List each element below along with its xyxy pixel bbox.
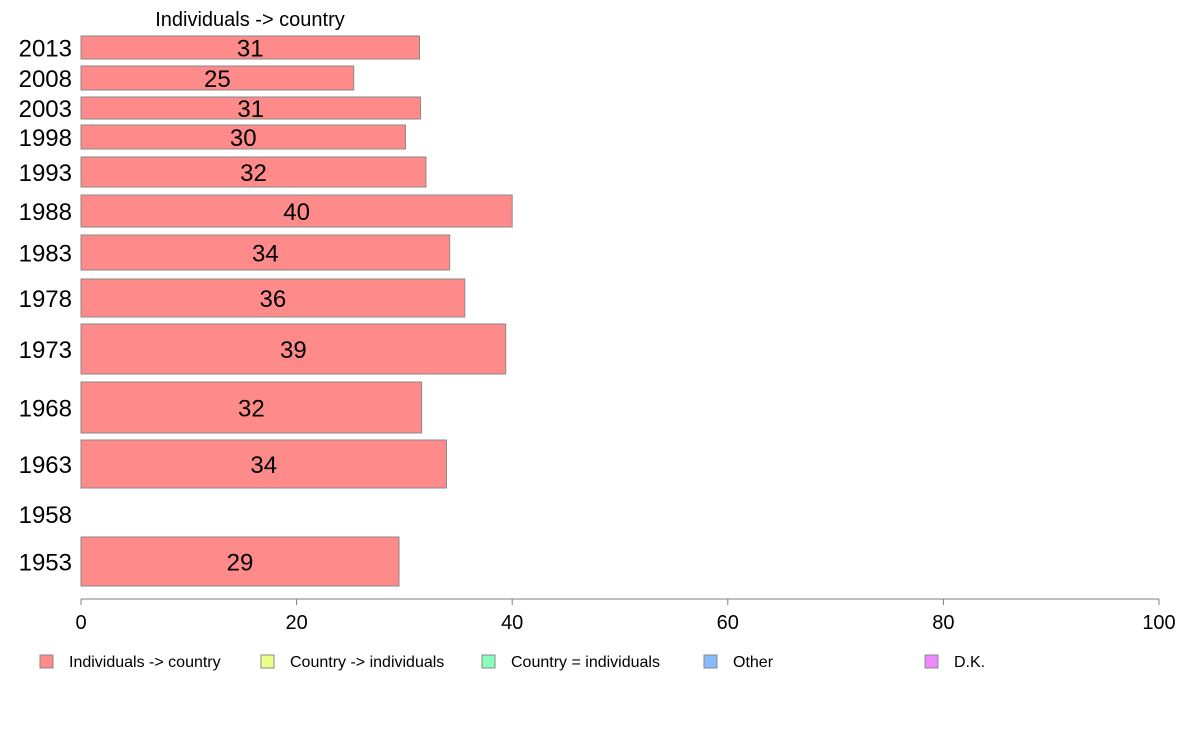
bar-data-label: 30 xyxy=(230,125,257,152)
bar xyxy=(80,381,423,434)
y-tick-label: 1978 xyxy=(19,286,72,313)
y-tick-label: 1953 xyxy=(19,550,72,577)
bar-data-label: 31 xyxy=(237,36,264,63)
legend-swatch xyxy=(703,654,718,669)
bar-data-label: 29 xyxy=(227,550,254,577)
bar xyxy=(80,278,466,318)
x-tick-label: 100 xyxy=(1142,612,1175,634)
x-axis: 0 20 40 60 80 100 xyxy=(75,598,1176,634)
legend-swatch xyxy=(481,654,496,669)
bar xyxy=(80,156,427,188)
bar-data-label: 36 xyxy=(260,286,287,313)
legend-label: Country = individuals xyxy=(511,654,660,671)
legend-swatch xyxy=(39,654,54,669)
bar xyxy=(80,124,406,150)
y-tick-label: 1993 xyxy=(19,160,72,187)
legend-label: D.K. xyxy=(954,654,985,671)
bar xyxy=(80,323,507,375)
bar xyxy=(80,96,422,120)
y-tick-label: 1968 xyxy=(19,396,72,423)
bar-data-label: 31 xyxy=(237,96,264,123)
x-tick-label: 80 xyxy=(932,612,954,634)
bar xyxy=(80,65,355,91)
legend: Individuals -> country Country -> individ… xyxy=(39,654,985,671)
bar xyxy=(80,439,447,489)
y-tick-label: 1958 xyxy=(19,502,72,529)
x-tick-label: 60 xyxy=(717,612,739,634)
y-tick-label: 1963 xyxy=(19,452,72,479)
x-tick-label: 0 xyxy=(75,612,86,634)
bar-data-label: 34 xyxy=(252,241,279,268)
legend-swatch xyxy=(924,654,939,669)
legend-swatch xyxy=(260,654,275,669)
bar xyxy=(80,234,451,271)
bar xyxy=(80,536,400,587)
bar-data-label: 39 xyxy=(280,337,307,364)
bar xyxy=(80,194,513,228)
bar-data-label: 40 xyxy=(283,199,310,226)
bar-data-label: 25 xyxy=(204,66,231,93)
y-tick-label: 2008 xyxy=(19,66,72,93)
y-tick-label: 1988 xyxy=(19,199,72,226)
legend-label: Other xyxy=(733,654,774,671)
legend-label: Individuals -> country xyxy=(69,654,221,671)
y-tick-label: 1998 xyxy=(19,125,72,152)
bar-data-label: 34 xyxy=(250,452,277,479)
bar-data-label: 32 xyxy=(238,396,265,423)
bar-data-label: 32 xyxy=(240,160,267,187)
x-tick-label: 40 xyxy=(501,612,523,634)
y-tick-label: 1983 xyxy=(19,241,72,268)
y-tick-label: 2003 xyxy=(19,96,72,123)
legend-label: Country -> individuals xyxy=(290,654,444,671)
x-tick-label: 20 xyxy=(285,612,307,634)
bar xyxy=(80,35,420,60)
y-tick-label: 2013 xyxy=(19,36,72,63)
chart-title: Individuals -> country xyxy=(155,9,345,31)
y-tick-label: 1973 xyxy=(19,337,72,364)
